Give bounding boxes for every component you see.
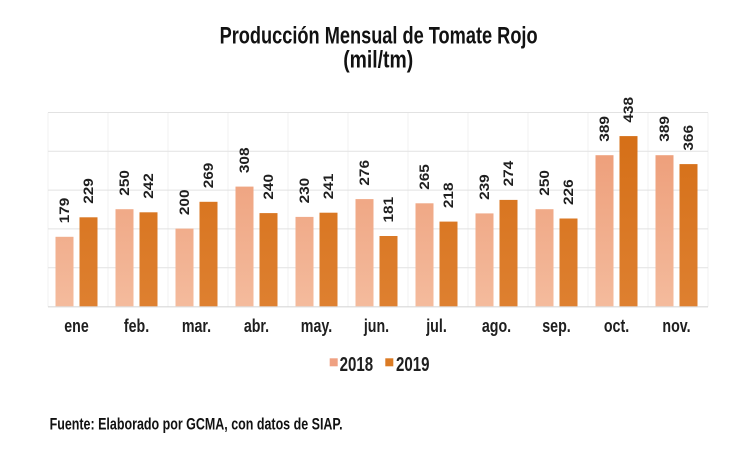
- svg-text:179: 179: [57, 198, 73, 224]
- svg-text:181: 181: [381, 197, 397, 223]
- svg-text:2018: 2018: [340, 353, 374, 376]
- svg-text:200: 200: [177, 189, 193, 215]
- svg-text:274: 274: [501, 161, 517, 187]
- svg-text:ago.: ago.: [482, 315, 511, 336]
- svg-text:250: 250: [537, 170, 553, 196]
- svg-text:oct.: oct.: [604, 315, 629, 336]
- svg-text:2019: 2019: [396, 353, 430, 376]
- svg-text:Fuente: Elaborado por GCMA, co: Fuente: Elaborado por GCMA, con datos de…: [50, 416, 343, 434]
- svg-text:389: 389: [597, 116, 613, 142]
- svg-text:366: 366: [681, 125, 697, 151]
- svg-text:269: 269: [201, 163, 217, 189]
- svg-text:226: 226: [561, 179, 577, 205]
- svg-text:276: 276: [357, 160, 373, 186]
- svg-text:sep.: sep.: [542, 315, 571, 336]
- svg-text:265: 265: [417, 164, 433, 190]
- svg-text:240: 240: [261, 174, 277, 200]
- svg-text:abr.: abr.: [244, 315, 269, 336]
- svg-text:Producción Mensual de Tomate R: Producción Mensual de Tomate Rojo: [220, 22, 538, 49]
- svg-text:241: 241: [321, 173, 337, 199]
- svg-text:nov.: nov.: [662, 315, 690, 336]
- svg-text:239: 239: [477, 174, 493, 200]
- svg-text:229: 229: [81, 178, 97, 204]
- svg-text:(mil/tm): (mil/tm): [343, 47, 413, 74]
- svg-text:250: 250: [117, 170, 133, 196]
- svg-text:230: 230: [297, 178, 313, 204]
- svg-text:jul.: jul.: [425, 315, 446, 336]
- svg-text:308: 308: [237, 147, 253, 173]
- svg-text:218: 218: [441, 182, 457, 208]
- svg-text:389: 389: [657, 116, 673, 142]
- svg-text:ene: ene: [64, 315, 89, 336]
- svg-text:feb.: feb.: [124, 315, 149, 336]
- svg-text:438: 438: [621, 97, 637, 123]
- svg-text:jun.: jun.: [363, 315, 389, 336]
- svg-text:mar.: mar.: [182, 315, 211, 336]
- svg-text:242: 242: [141, 173, 157, 199]
- svg-text:may.: may.: [301, 315, 332, 336]
